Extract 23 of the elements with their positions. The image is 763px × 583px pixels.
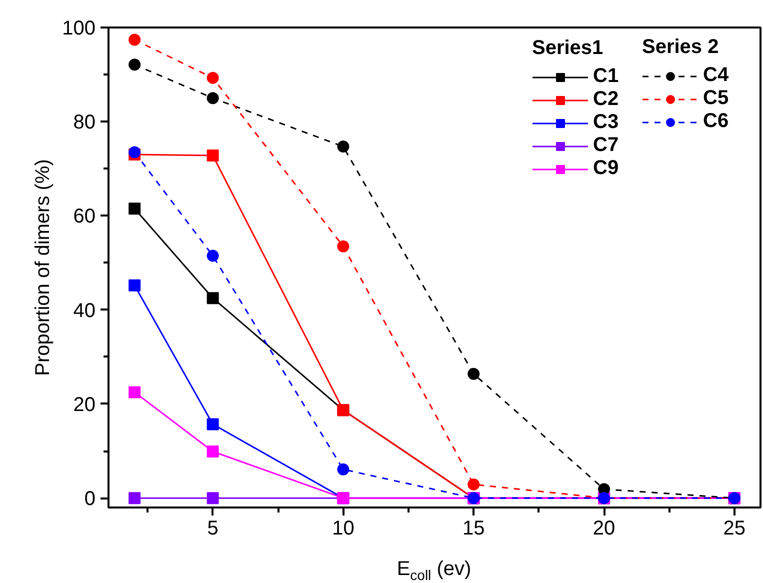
legend-label: C6 (703, 110, 729, 133)
legend-label: C1 (593, 65, 619, 88)
y-tick-label: 60 (73, 206, 96, 228)
x-tick-label: 10 (332, 518, 354, 540)
y-tick-label: 0 (84, 488, 96, 510)
legend-label: C9 (593, 157, 619, 180)
x-tick-label: 15 (462, 518, 485, 540)
legend-label: C5 (703, 87, 729, 110)
legend-label: C3 (593, 111, 619, 134)
x-axis-title: E$_{coll}$ (ev) (396, 557, 472, 583)
legend-label: C7 (593, 134, 619, 157)
y-tick-label: 100 (62, 18, 96, 40)
x-tick-label: 20 (592, 518, 616, 540)
annotation: Series1 (532, 37, 604, 60)
x-tick-label: 5 (207, 518, 218, 540)
annotation: Series 2 (642, 36, 720, 59)
legend-label: C4 (703, 64, 729, 87)
y-tick-label: 80 (73, 112, 96, 134)
x-tick-label: 25 (723, 518, 746, 540)
y-tick-label: 20 (73, 394, 96, 416)
y-tick-label: 40 (73, 300, 96, 322)
legend-label: C2 (593, 88, 619, 111)
y-axis-title: Proportion of dimers (%) (32, 159, 54, 376)
